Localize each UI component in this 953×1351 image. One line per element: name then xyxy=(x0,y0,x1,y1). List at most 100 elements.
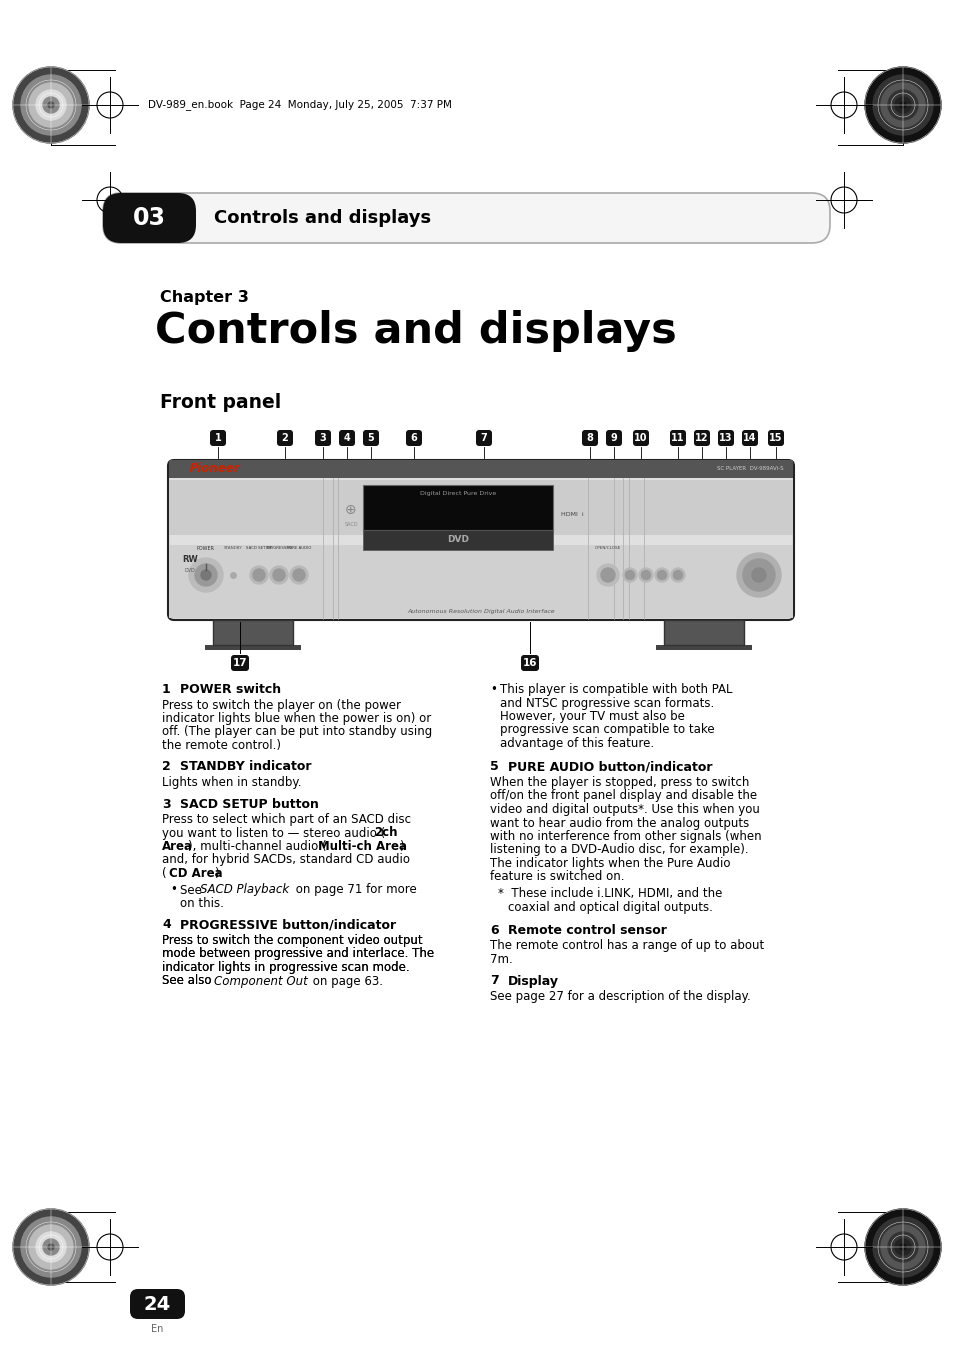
Text: 2ch: 2ch xyxy=(374,827,397,839)
Text: advantage of this feature.: advantage of this feature. xyxy=(499,738,654,750)
Text: SACD: SACD xyxy=(344,523,357,527)
FancyBboxPatch shape xyxy=(741,430,758,446)
Text: STANDBY indicator: STANDBY indicator xyxy=(180,761,312,774)
FancyBboxPatch shape xyxy=(406,430,421,446)
Text: with no interference from other signals (when: with no interference from other signals … xyxy=(490,830,760,843)
Text: 03: 03 xyxy=(132,205,166,230)
Text: •: • xyxy=(490,684,497,696)
Circle shape xyxy=(894,97,910,113)
Circle shape xyxy=(48,1244,54,1250)
Text: ).: ). xyxy=(213,867,222,880)
Text: STANDBY: STANDBY xyxy=(223,546,242,550)
Circle shape xyxy=(253,569,265,581)
Text: The indicator lights when the Pure Audio: The indicator lights when the Pure Audio xyxy=(490,857,730,870)
Circle shape xyxy=(880,1225,924,1269)
Text: 4: 4 xyxy=(343,434,350,443)
Text: indicator lights in progressive scan mode.: indicator lights in progressive scan mod… xyxy=(162,961,409,974)
Circle shape xyxy=(864,68,940,143)
Text: 3: 3 xyxy=(162,797,171,811)
Text: POWER: POWER xyxy=(196,546,214,550)
Text: on page 63.: on page 63. xyxy=(309,974,382,988)
Text: progressive scan compatible to take: progressive scan compatible to take xyxy=(499,724,714,736)
Circle shape xyxy=(36,91,66,120)
Text: RW: RW xyxy=(182,555,197,565)
Text: feature is switched on.: feature is switched on. xyxy=(490,870,624,884)
Text: Controls and displays: Controls and displays xyxy=(154,309,676,353)
Circle shape xyxy=(189,558,223,592)
Text: Digital Direct Pure Drive: Digital Direct Pure Drive xyxy=(419,490,496,496)
Text: PROGRESSIVE: PROGRESSIVE xyxy=(265,546,293,550)
Text: HDMI  i: HDMI i xyxy=(560,512,583,517)
Circle shape xyxy=(864,1209,940,1285)
Circle shape xyxy=(270,566,288,584)
Text: When the player is stopped, press to switch: When the player is stopped, press to swi… xyxy=(490,775,749,789)
Bar xyxy=(205,644,301,650)
Circle shape xyxy=(273,569,285,581)
Text: •: • xyxy=(170,884,176,897)
Text: want to hear audio from the analog outputs: want to hear audio from the analog outpu… xyxy=(490,816,748,830)
Circle shape xyxy=(737,553,781,597)
Circle shape xyxy=(887,91,917,120)
Circle shape xyxy=(36,1232,66,1262)
Circle shape xyxy=(21,1217,81,1277)
Text: OPEN/CLOSE: OPEN/CLOSE xyxy=(595,546,620,550)
Text: mode between progressive and interlace. The: mode between progressive and interlace. … xyxy=(162,947,434,961)
Text: 11: 11 xyxy=(671,434,684,443)
Text: 7m.: 7m. xyxy=(490,952,512,966)
Text: DVD: DVD xyxy=(447,535,469,544)
Circle shape xyxy=(673,570,681,580)
Bar xyxy=(169,459,792,478)
Circle shape xyxy=(622,567,637,582)
FancyBboxPatch shape xyxy=(103,193,829,243)
Text: and NTSC progressive scan formats.: and NTSC progressive scan formats. xyxy=(499,697,714,709)
FancyBboxPatch shape xyxy=(476,430,492,446)
Text: However, your TV must also be: However, your TV must also be xyxy=(499,711,684,723)
Circle shape xyxy=(899,101,905,108)
Text: on page 71 for more: on page 71 for more xyxy=(292,884,416,897)
Circle shape xyxy=(899,1244,905,1250)
Circle shape xyxy=(250,566,268,584)
Text: 7: 7 xyxy=(490,974,498,988)
Text: 16: 16 xyxy=(522,658,537,667)
Bar xyxy=(169,544,792,617)
Circle shape xyxy=(880,82,924,127)
Circle shape xyxy=(290,566,308,584)
Text: SACD SET UP: SACD SET UP xyxy=(246,546,272,550)
Text: DVD: DVD xyxy=(185,567,195,573)
Text: 5: 5 xyxy=(367,434,374,443)
Text: See page 27 for a description of the display.: See page 27 for a description of the dis… xyxy=(490,990,750,1002)
Text: Front panel: Front panel xyxy=(160,393,281,412)
FancyBboxPatch shape xyxy=(520,655,538,671)
FancyBboxPatch shape xyxy=(338,430,355,446)
Text: 4: 4 xyxy=(162,919,171,931)
Circle shape xyxy=(751,567,765,582)
Circle shape xyxy=(293,569,305,581)
FancyBboxPatch shape xyxy=(633,430,648,446)
Text: This player is compatible with both PAL: This player is compatible with both PAL xyxy=(499,684,732,696)
Text: 6: 6 xyxy=(410,434,416,443)
Circle shape xyxy=(194,563,216,586)
Text: Display: Display xyxy=(507,974,558,988)
Text: Multi-ch Area: Multi-ch Area xyxy=(317,840,407,852)
Circle shape xyxy=(597,563,618,586)
FancyBboxPatch shape xyxy=(767,430,783,446)
Text: mode between progressive and interlace. The: mode between progressive and interlace. … xyxy=(162,947,434,961)
FancyBboxPatch shape xyxy=(605,430,621,446)
Text: off/on the front panel display and disable the: off/on the front panel display and disab… xyxy=(490,789,757,802)
Text: 17: 17 xyxy=(233,658,247,667)
Text: 14: 14 xyxy=(742,434,756,443)
Text: 5: 5 xyxy=(490,761,498,774)
FancyBboxPatch shape xyxy=(103,193,195,243)
Text: indicator lights blue when the power is on) or: indicator lights blue when the power is … xyxy=(162,712,431,725)
Text: The remote control has a range of up to about: The remote control has a range of up to … xyxy=(490,939,763,952)
Text: SC PLAYER  DV-989AVi-S: SC PLAYER DV-989AVi-S xyxy=(717,466,783,471)
Text: 1: 1 xyxy=(214,434,221,443)
Text: 12: 12 xyxy=(695,434,708,443)
Text: Pioneer: Pioneer xyxy=(190,462,240,476)
Bar xyxy=(656,644,751,650)
Circle shape xyxy=(13,1209,89,1285)
Bar xyxy=(169,480,792,535)
FancyBboxPatch shape xyxy=(168,459,793,620)
Text: Chapter 3: Chapter 3 xyxy=(160,290,249,305)
Text: 3: 3 xyxy=(319,434,326,443)
